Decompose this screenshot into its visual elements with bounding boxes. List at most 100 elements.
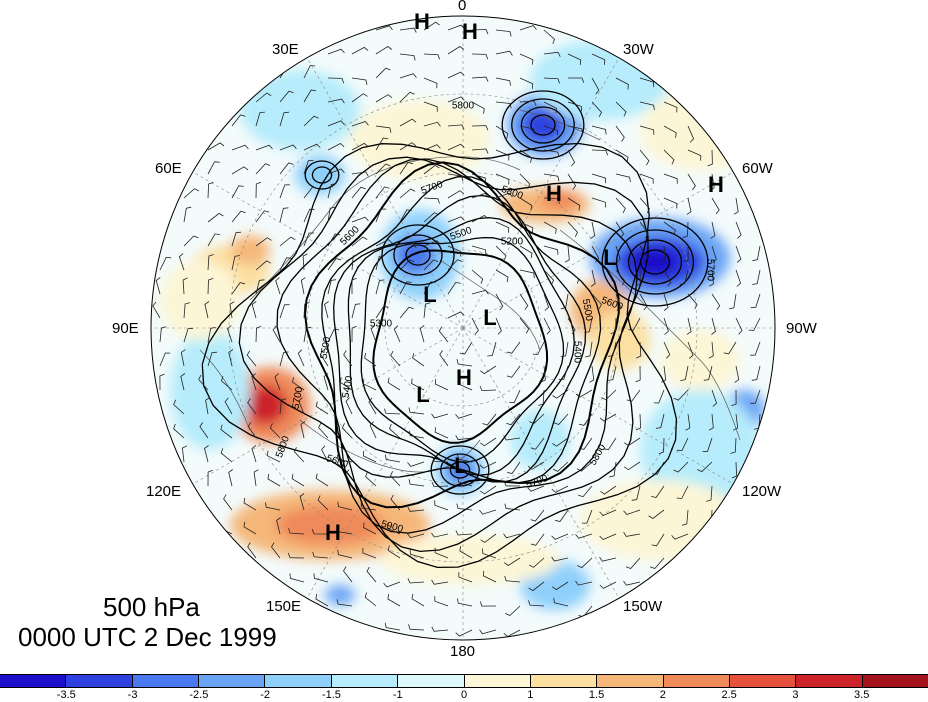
wind-barb	[423, 53, 440, 60]
height-contours	[201, 90, 709, 569]
wind-barb	[529, 413, 545, 425]
wind-barb	[393, 325, 401, 343]
wind-barb	[683, 245, 689, 263]
wind-barb	[456, 359, 473, 367]
wind-barb	[327, 258, 342, 271]
wind-barb	[351, 325, 357, 343]
wind-barb	[411, 593, 425, 607]
wind-barb	[399, 91, 415, 103]
wind-barb	[407, 578, 425, 584]
wind-barb	[615, 149, 629, 163]
wind-barb	[375, 25, 393, 31]
height-contour	[360, 236, 565, 463]
wind-barb	[407, 533, 425, 539]
wind-barb	[552, 389, 569, 399]
wind-barb	[509, 389, 521, 404]
wind-barb	[255, 326, 262, 343]
high-center: H	[456, 365, 472, 390]
wind-barb	[530, 509, 545, 522]
wind-barb	[615, 221, 625, 239]
low-center: L	[454, 453, 468, 478]
wind-barb	[375, 137, 389, 151]
wind-barb	[387, 377, 401, 391]
wind-barb	[279, 111, 290, 127]
wind-barb	[543, 173, 560, 182]
wind-barb	[364, 592, 377, 607]
wind-barb	[479, 461, 497, 469]
colorbar-tick-label: -2.5	[189, 689, 209, 701]
lon-label-120w: 120W	[742, 483, 782, 500]
wind-barb	[567, 173, 577, 191]
wind-barb	[723, 341, 737, 355]
wind-barb	[615, 125, 625, 142]
wind-barb	[623, 461, 641, 471]
wind-barb	[564, 245, 570, 263]
wind-barb	[456, 503, 473, 511]
wind-barb	[183, 188, 200, 199]
wind-barb	[288, 528, 305, 535]
coastline	[249, 156, 521, 301]
wind-barb	[671, 533, 689, 540]
wind-barb	[351, 216, 369, 223]
wind-barb	[375, 163, 391, 175]
anomaly-blob	[230, 235, 270, 265]
wind-barb	[519, 53, 534, 65]
colorbar-tick-label: -3.5	[56, 689, 76, 701]
wind-barb	[337, 501, 353, 511]
wind-barb	[303, 143, 321, 151]
wind-barb	[351, 171, 369, 177]
wind-barb	[363, 522, 377, 535]
wind-barb	[681, 509, 689, 526]
wind-barb	[313, 573, 329, 583]
wind-barb	[399, 73, 417, 79]
wind-barb	[471, 29, 489, 35]
wind-barb	[543, 317, 551, 335]
wind-barb	[676, 485, 689, 499]
wind-barb	[439, 350, 449, 367]
wind-barb	[255, 210, 270, 223]
wind-barb	[686, 317, 692, 335]
wind-barb	[495, 293, 504, 311]
wind-barb	[231, 282, 246, 295]
wind-barb	[655, 413, 665, 429]
wind-barb	[255, 260, 272, 271]
anomaly-blob	[295, 155, 345, 195]
wind-barb	[455, 530, 473, 536]
wind-barb	[251, 301, 257, 319]
wind-barb	[375, 46, 393, 55]
wind-barb	[687, 173, 696, 191]
wind-barb	[231, 231, 242, 247]
height-contour	[238, 156, 649, 553]
wind-barb	[362, 378, 377, 391]
wind-barb	[599, 581, 617, 589]
wind-barb	[575, 389, 593, 398]
wind-barb	[752, 245, 761, 262]
wind-barb	[204, 445, 209, 463]
wind-barb	[447, 24, 465, 31]
wind-barb	[635, 413, 642, 431]
closed-contour	[393, 234, 443, 276]
wind-barb	[528, 600, 545, 607]
wind-barb	[558, 365, 569, 381]
wind-barb	[735, 317, 743, 335]
wind-barb	[578, 437, 593, 450]
wind-barb	[600, 485, 617, 495]
wind-barb	[303, 232, 315, 247]
wind-barb	[623, 580, 641, 586]
wind-barb	[591, 53, 606, 65]
wind-barb	[279, 304, 290, 319]
wind-barb	[527, 461, 545, 470]
wind-barb	[447, 259, 463, 271]
wind-barb	[369, 421, 377, 439]
wind-barb	[543, 221, 557, 234]
wind-barb	[183, 206, 192, 223]
wind-barb	[628, 317, 641, 331]
wind-barb	[390, 494, 401, 511]
wind-barb	[455, 413, 473, 419]
wind-barb	[300, 277, 306, 295]
wind-barb	[303, 89, 317, 103]
wind-barb	[152, 301, 161, 319]
wind-barb	[615, 269, 626, 286]
wind-barb	[658, 437, 665, 455]
colorbar-tick-label: 2	[659, 689, 666, 701]
